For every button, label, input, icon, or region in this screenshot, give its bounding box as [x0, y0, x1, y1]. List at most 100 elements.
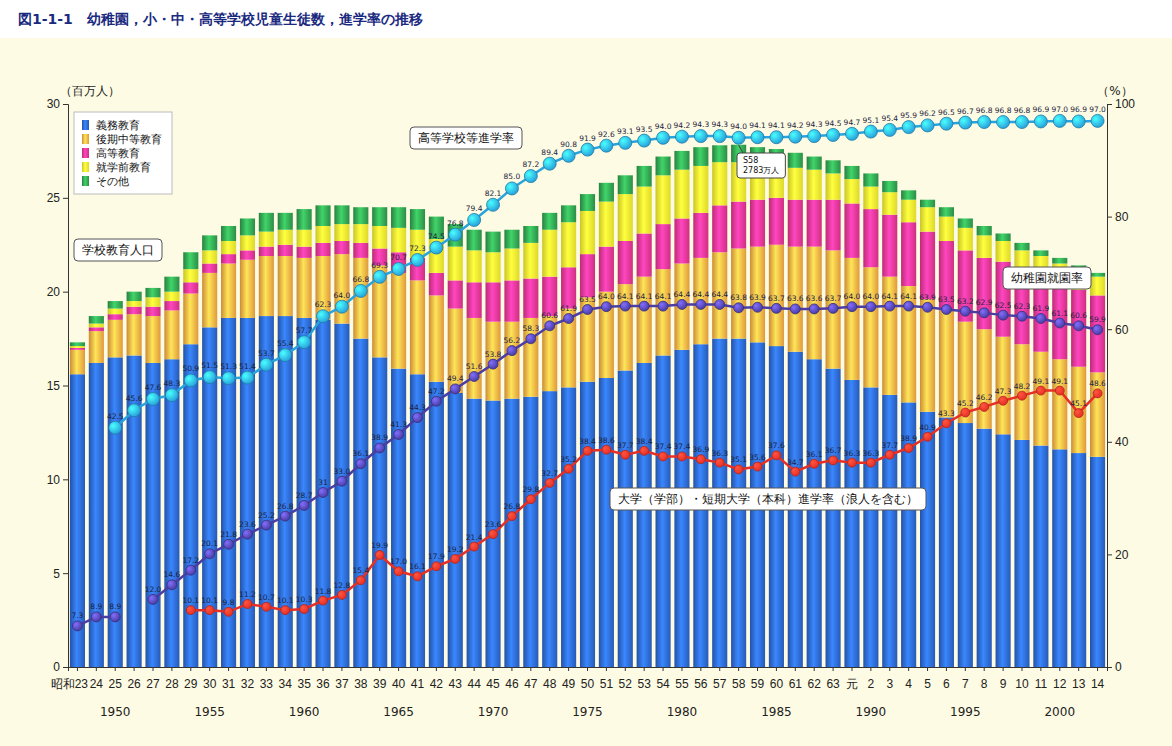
- marker: [394, 567, 403, 576]
- tick-mark: [757, 667, 758, 671]
- tick-mark: [1107, 329, 1112, 330]
- marker: [1055, 386, 1064, 395]
- data-label: 63.7: [768, 294, 785, 303]
- bar-segment: [70, 346, 85, 348]
- tick-label: 52: [619, 677, 633, 691]
- bar-segment: [240, 250, 255, 259]
- marker: [394, 429, 404, 439]
- bar-segment: [467, 230, 482, 251]
- bar-segment: [599, 183, 614, 202]
- tick: 0: [53, 660, 68, 674]
- background: [0, 0, 1172, 746]
- bar-segment: [297, 209, 312, 230]
- bar-segment: [826, 369, 841, 667]
- tick-label: 11: [1035, 677, 1048, 691]
- marker: [562, 149, 575, 162]
- bar-segment: [278, 316, 293, 667]
- tick-mark: [908, 667, 909, 671]
- data-label: 96.8: [1014, 106, 1031, 115]
- marker: [373, 270, 386, 283]
- data-label: 64.0: [334, 291, 351, 300]
- bar-segment: [259, 247, 274, 256]
- data-label: 60.6: [1070, 311, 1087, 320]
- bar-segment: [410, 374, 425, 667]
- bar-segment: [1033, 250, 1048, 256]
- marker: [791, 467, 800, 476]
- data-label: 92.6: [598, 130, 615, 139]
- marker: [677, 299, 687, 309]
- data-label: 19.2: [447, 545, 464, 554]
- data-label: 38.6: [598, 436, 615, 445]
- callout: S582783万人: [737, 145, 785, 178]
- marker: [997, 116, 1010, 129]
- tick-mark: [134, 667, 135, 671]
- data-label: 87.2: [522, 160, 539, 169]
- data-label: 14.6: [164, 570, 181, 579]
- tick-mark: [568, 667, 569, 671]
- bar-segment: [183, 282, 198, 293]
- data-label: 96.2: [919, 109, 936, 118]
- bar-segment: [391, 273, 406, 369]
- marker: [581, 143, 594, 156]
- bar-segment: [70, 348, 85, 350]
- bar-segment: [183, 269, 198, 282]
- tick-mark: [63, 386, 68, 387]
- series-label-text: 高等学校等進学率: [418, 131, 514, 145]
- tick: 元: [846, 667, 858, 691]
- data-label: 64.4: [692, 290, 709, 299]
- tick-mark: [795, 667, 796, 671]
- data-label: 10.3: [296, 595, 313, 604]
- tick-label: 42: [430, 677, 444, 691]
- bar-segment: [108, 314, 123, 320]
- marker: [507, 512, 516, 521]
- bar-segment: [504, 280, 519, 321]
- annotation-box: [74, 239, 162, 261]
- data-label: 61.9: [560, 304, 577, 313]
- data-label: 64.0: [598, 292, 615, 301]
- bar-segment: [1071, 367, 1086, 453]
- tick-label: 2: [868, 677, 875, 691]
- bar-segment: [674, 264, 689, 350]
- marker: [280, 511, 290, 521]
- marker: [583, 446, 592, 455]
- bar-segment: [863, 209, 878, 267]
- marker: [941, 304, 951, 314]
- data-label: 12.0: [145, 585, 162, 594]
- tick: 6: [943, 667, 950, 691]
- marker: [261, 520, 271, 530]
- bar-segment: [674, 170, 689, 219]
- marker: [715, 299, 725, 309]
- data-label: 49.1: [1051, 377, 1068, 386]
- data-label: 60.6: [541, 311, 558, 320]
- data-label: 94.0: [655, 122, 672, 131]
- tick-label: 4: [905, 677, 912, 691]
- bar-segment: [977, 226, 992, 235]
- bar-segment: [561, 205, 576, 222]
- data-label: 95.1: [863, 116, 880, 125]
- markers: [72, 299, 1102, 630]
- callout-box: [737, 153, 785, 178]
- data-label: 10.1: [182, 596, 199, 605]
- bar-segment: [108, 309, 123, 315]
- bar-segment: [920, 200, 935, 208]
- marker: [1055, 318, 1065, 328]
- marker: [242, 529, 252, 539]
- bar-segment: [580, 382, 595, 667]
- bar-segment: [637, 187, 652, 234]
- tick-mark: [474, 667, 475, 671]
- bar-segment: [259, 213, 274, 232]
- bar-segment: [353, 224, 368, 243]
- tick: 61: [789, 667, 803, 691]
- data-label: 64.1: [636, 292, 653, 301]
- tick-mark: [63, 198, 68, 199]
- legend-swatch: [82, 148, 89, 158]
- data-label: 70.7: [390, 253, 407, 262]
- tick-label: 58: [732, 677, 746, 691]
- data-label: 32.7: [541, 469, 558, 478]
- bar-segment: [977, 258, 992, 329]
- bar-segment: [882, 192, 897, 215]
- data-label: 12.8: [334, 581, 351, 590]
- bar-segment: [901, 222, 916, 286]
- marker: [715, 458, 724, 467]
- bar-segment: [1033, 446, 1048, 667]
